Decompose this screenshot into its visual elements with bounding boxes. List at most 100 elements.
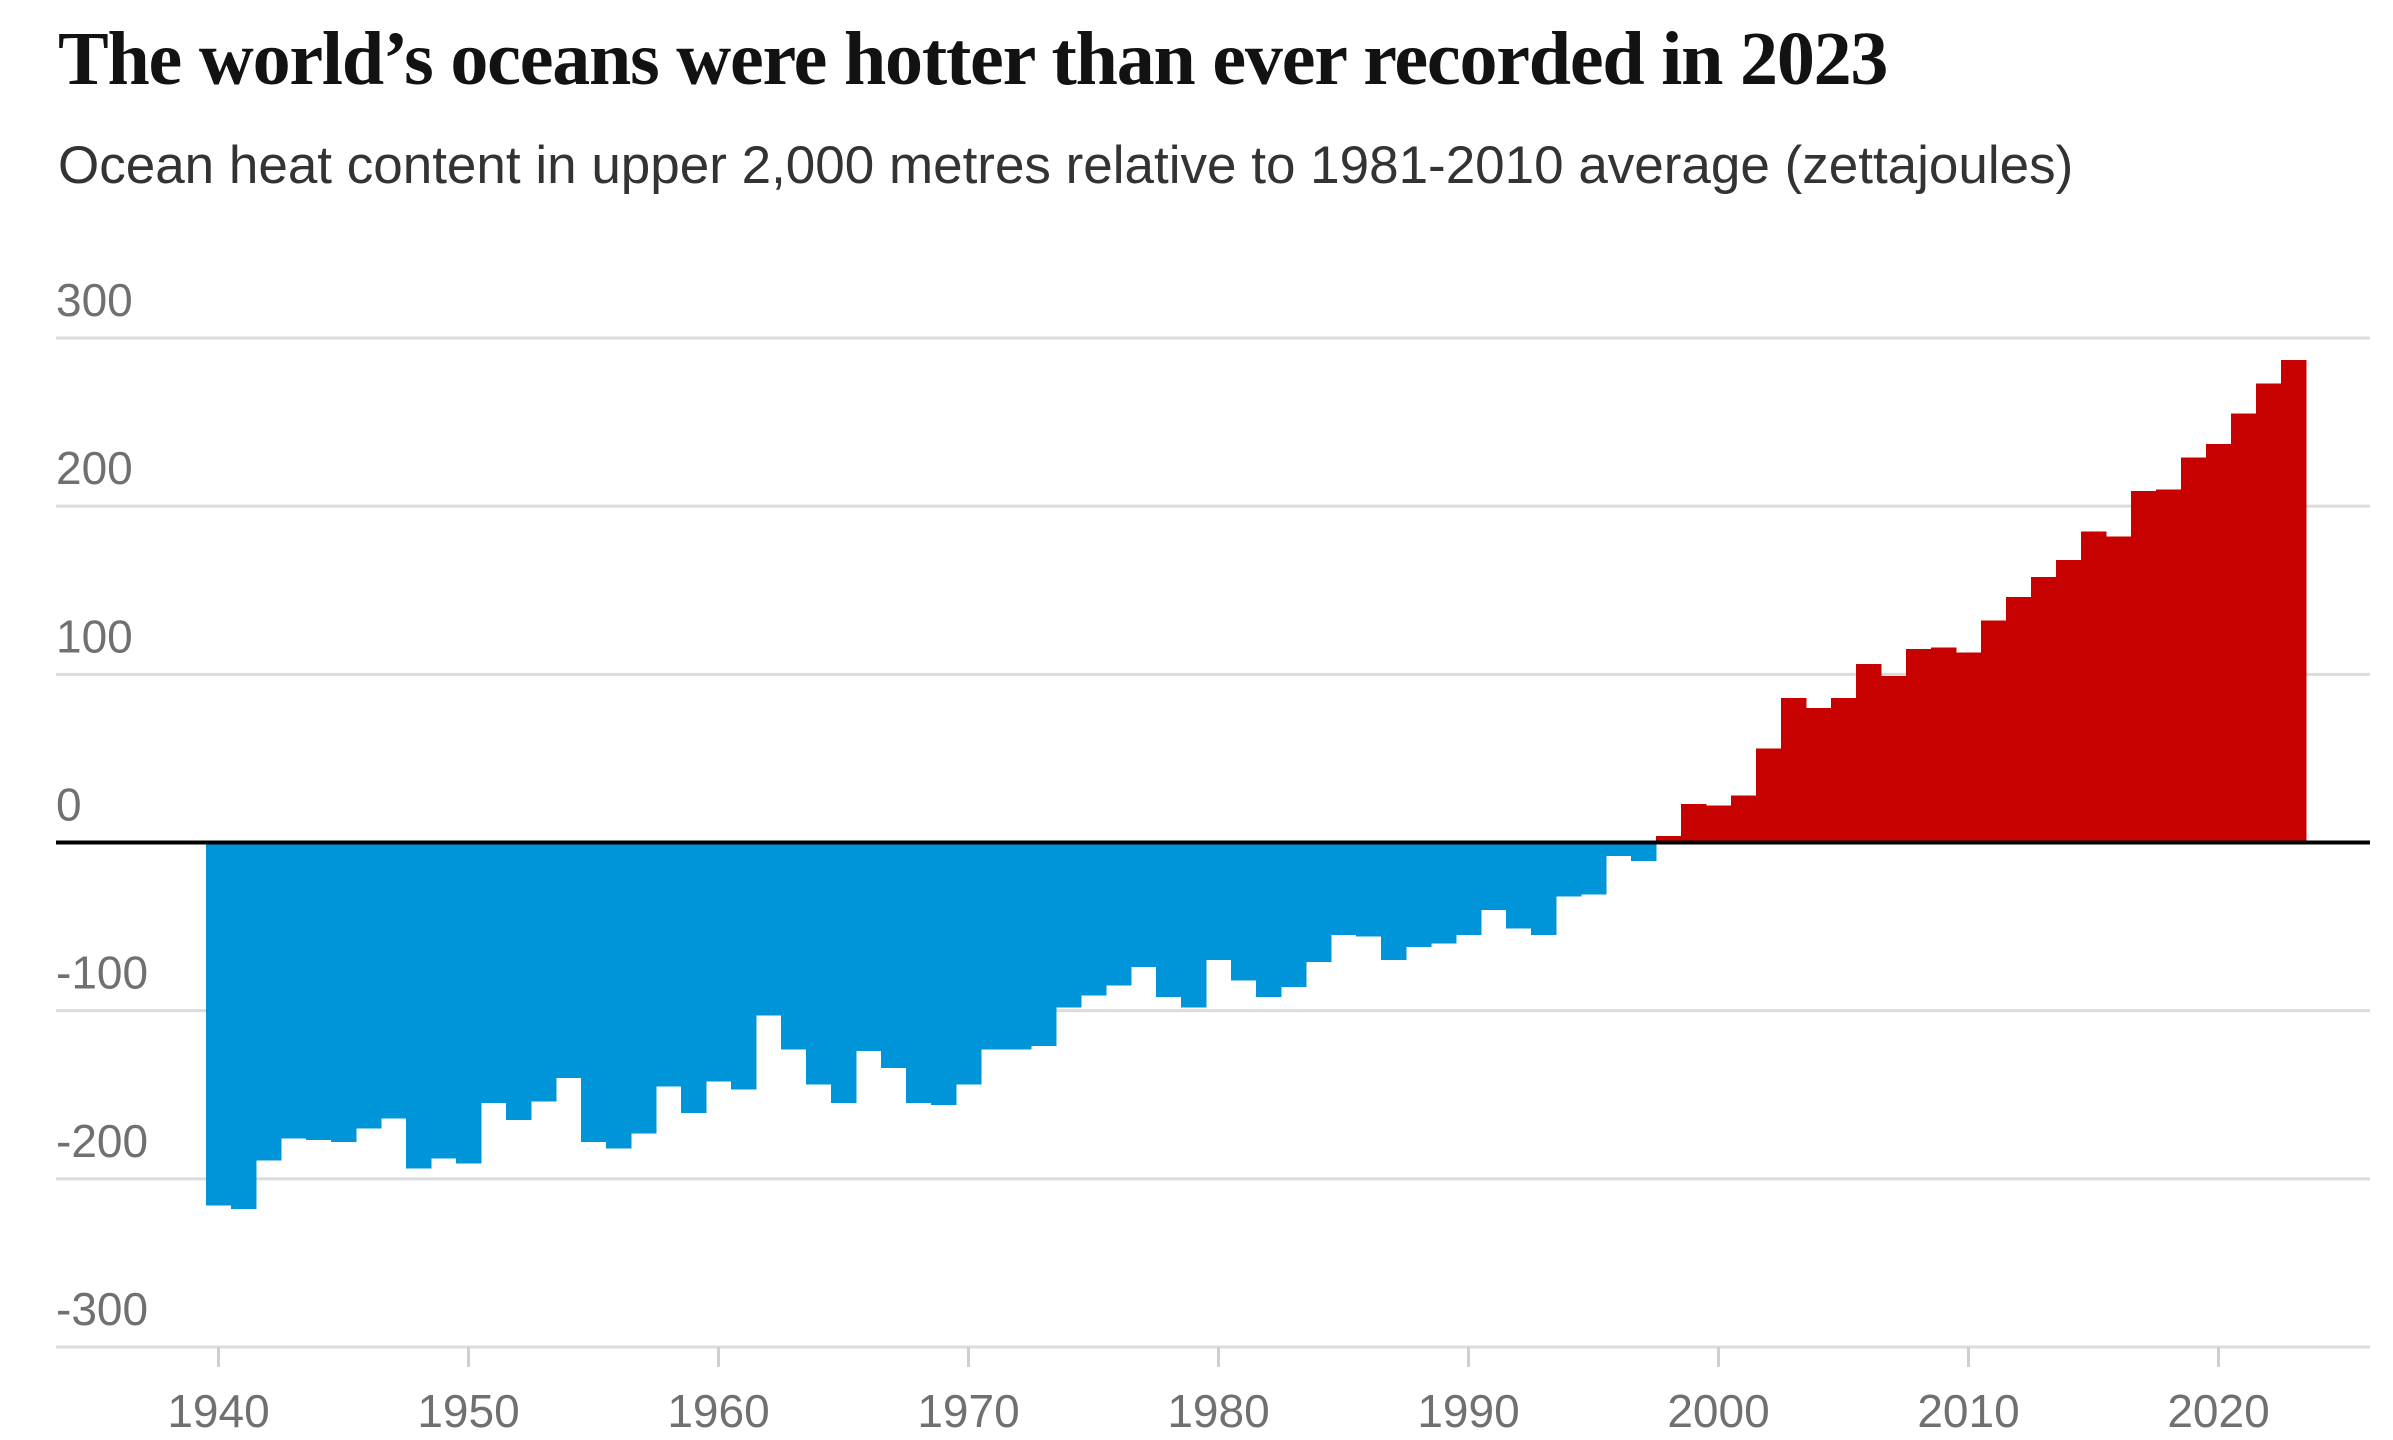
bar-1985 bbox=[1331, 842, 1357, 935]
bar-2012 bbox=[2006, 596, 2032, 843]
bar-1986 bbox=[1356, 842, 1382, 937]
bar-1956 bbox=[606, 842, 632, 1149]
bar-2008 bbox=[1906, 649, 1932, 843]
bar-1971 bbox=[981, 842, 1007, 1050]
bar-1941 bbox=[231, 842, 257, 1210]
bar-1975 bbox=[1081, 842, 1107, 996]
bar-2007 bbox=[1881, 676, 1907, 843]
bar-1997 bbox=[1631, 842, 1657, 861]
bar-1960 bbox=[706, 842, 732, 1082]
y-tick-label: 300 bbox=[56, 274, 133, 326]
y-tick-label: -200 bbox=[56, 1115, 148, 1167]
bar-1978 bbox=[1156, 842, 1182, 998]
bar-1981 bbox=[1231, 842, 1257, 981]
bar-1994 bbox=[1556, 842, 1582, 897]
bar-2018 bbox=[2156, 489, 2182, 843]
bar-2020 bbox=[2206, 443, 2232, 843]
y-axis-labels: 300 200 100 0 -100 -200 -300 bbox=[56, 274, 148, 1335]
bar-1966 bbox=[856, 842, 882, 1052]
bar-1982 bbox=[1256, 842, 1282, 998]
bar-1974 bbox=[1056, 842, 1082, 1008]
bar-1993 bbox=[1531, 842, 1557, 935]
bar-1976 bbox=[1106, 842, 1132, 986]
bar-1987 bbox=[1381, 842, 1407, 961]
x-tick-label: 1950 bbox=[417, 1385, 519, 1437]
bar-1988 bbox=[1406, 842, 1432, 947]
bar-1953 bbox=[531, 842, 557, 1102]
x-tick-label: 1970 bbox=[917, 1385, 1019, 1437]
bar-2019 bbox=[2181, 457, 2207, 843]
bar-1970 bbox=[956, 842, 982, 1085]
bar-1944 bbox=[306, 842, 332, 1141]
bar-2002 bbox=[1756, 748, 1782, 843]
y-tick-label: -300 bbox=[56, 1283, 148, 1335]
y-tick-label: 0 bbox=[56, 779, 82, 831]
bar-1948 bbox=[406, 842, 432, 1169]
bar-2014 bbox=[2056, 559, 2082, 843]
bar-1940 bbox=[206, 842, 232, 1206]
bar-1989 bbox=[1431, 842, 1457, 944]
bar-1973 bbox=[1031, 842, 1057, 1046]
bars bbox=[206, 359, 2307, 1210]
chart-subtitle: Ocean heat content in upper 2,000 metres… bbox=[58, 136, 2074, 195]
bar-1955 bbox=[581, 842, 607, 1142]
y-tick-label: 200 bbox=[56, 442, 133, 494]
bar-2021 bbox=[2231, 413, 2257, 843]
bar-1979 bbox=[1181, 842, 1207, 1008]
bar-1945 bbox=[331, 842, 357, 1142]
bar-2022 bbox=[2256, 383, 2282, 843]
bar-1991 bbox=[1481, 842, 1507, 910]
bar-1983 bbox=[1281, 842, 1307, 988]
bar-2023 bbox=[2281, 359, 2307, 843]
bar-1963 bbox=[781, 842, 807, 1050]
x-tick-label: 2010 bbox=[1917, 1385, 2019, 1437]
bar-1992 bbox=[1506, 842, 1532, 929]
bar-2000 bbox=[1706, 805, 1732, 843]
bar-1964 bbox=[806, 842, 832, 1085]
bar-1977 bbox=[1131, 842, 1157, 967]
bar-1943 bbox=[281, 842, 307, 1139]
bar-1967 bbox=[881, 842, 907, 1068]
x-axis: 1940 1950 1960 1970 1980 1990 2000 2010 2020 bbox=[167, 1347, 2270, 1437]
bar-1999 bbox=[1681, 803, 1707, 843]
bar-1959 bbox=[681, 842, 707, 1114]
bar-1947 bbox=[381, 842, 407, 1119]
bar-1946 bbox=[356, 842, 382, 1129]
bar-1968 bbox=[906, 842, 932, 1104]
bar-1984 bbox=[1306, 842, 1332, 962]
bar-1954 bbox=[556, 842, 582, 1078]
x-tick-label: 1990 bbox=[1417, 1385, 1519, 1437]
bar-1995 bbox=[1581, 842, 1607, 895]
bar-1980 bbox=[1206, 842, 1232, 961]
bar-1998 bbox=[1656, 835, 1682, 843]
bar-2015 bbox=[2081, 531, 2107, 843]
bar-1961 bbox=[731, 842, 757, 1090]
bar-1969 bbox=[931, 842, 957, 1105]
bar-1990 bbox=[1456, 842, 1482, 935]
bar-2013 bbox=[2031, 576, 2057, 843]
bar-1952 bbox=[506, 842, 532, 1120]
bar-1962 bbox=[756, 842, 782, 1016]
chart-title: The world’s oceans were hotter than ever… bbox=[58, 17, 1888, 101]
bar-2001 bbox=[1731, 795, 1757, 843]
y-tick-label: 100 bbox=[56, 610, 133, 662]
y-tick-label: -100 bbox=[56, 947, 148, 999]
bar-2006 bbox=[1856, 664, 1882, 843]
bar-2003 bbox=[1781, 697, 1807, 843]
x-tick-label: 2000 bbox=[1667, 1385, 1769, 1437]
bar-2005 bbox=[1831, 697, 1857, 843]
bar-2009 bbox=[1931, 647, 1957, 843]
bar-2010 bbox=[1956, 652, 1982, 843]
bar-1996 bbox=[1606, 842, 1632, 856]
bar-2016 bbox=[2106, 536, 2132, 843]
x-tick-label: 1980 bbox=[1167, 1385, 1269, 1437]
x-tick-label: 1960 bbox=[667, 1385, 769, 1437]
bar-2011 bbox=[1981, 620, 2007, 843]
bar-1949 bbox=[431, 842, 457, 1159]
bar-2017 bbox=[2131, 491, 2157, 843]
bar-1942 bbox=[256, 842, 282, 1161]
x-tick-label: 2020 bbox=[2167, 1385, 2269, 1437]
bar-2004 bbox=[1806, 707, 1832, 843]
bar-1957 bbox=[631, 842, 657, 1134]
